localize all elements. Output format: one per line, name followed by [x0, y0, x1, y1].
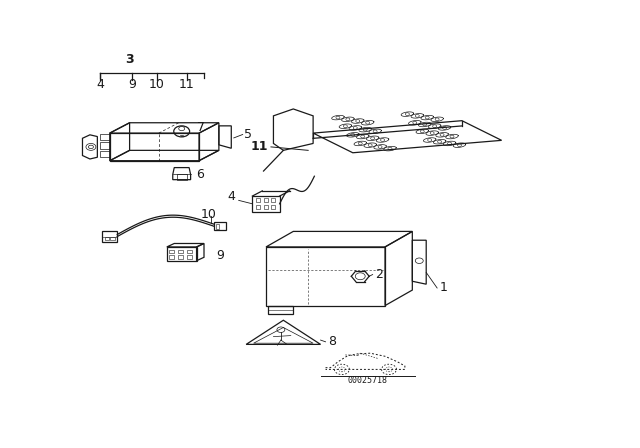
Bar [102, 232, 117, 242]
Text: 4: 4 [227, 190, 236, 203]
Bar [169, 250, 174, 253]
Text: 00025718: 00025718 [348, 376, 388, 385]
Text: 5: 5 [244, 128, 252, 141]
Bar [187, 250, 192, 253]
Bar [105, 237, 109, 240]
Bar [214, 222, 227, 230]
Text: 6: 6 [196, 168, 204, 181]
Text: 8: 8 [328, 335, 336, 348]
Text: 2: 2 [375, 268, 383, 281]
Bar [252, 196, 280, 211]
Text: 7: 7 [196, 121, 205, 134]
Text: 11: 11 [251, 140, 269, 153]
Bar [257, 198, 260, 202]
Text: 9: 9 [128, 78, 136, 91]
Bar [271, 198, 275, 202]
Bar [110, 237, 115, 240]
Bar [177, 174, 187, 180]
Bar [269, 306, 293, 314]
Bar [271, 205, 275, 209]
Text: 11: 11 [179, 78, 195, 91]
Text: 10: 10 [149, 78, 165, 91]
Bar [264, 198, 268, 202]
Bar [178, 250, 183, 253]
Text: 10: 10 [201, 208, 217, 221]
Bar [178, 255, 183, 258]
Bar [257, 205, 260, 209]
Text: 1: 1 [440, 281, 447, 294]
Text: 3: 3 [125, 53, 134, 66]
Bar [169, 255, 174, 258]
Text: 9: 9 [216, 249, 224, 262]
Bar [264, 205, 268, 209]
Bar [187, 255, 192, 258]
Text: 4: 4 [96, 78, 104, 91]
Bar [216, 224, 220, 229]
